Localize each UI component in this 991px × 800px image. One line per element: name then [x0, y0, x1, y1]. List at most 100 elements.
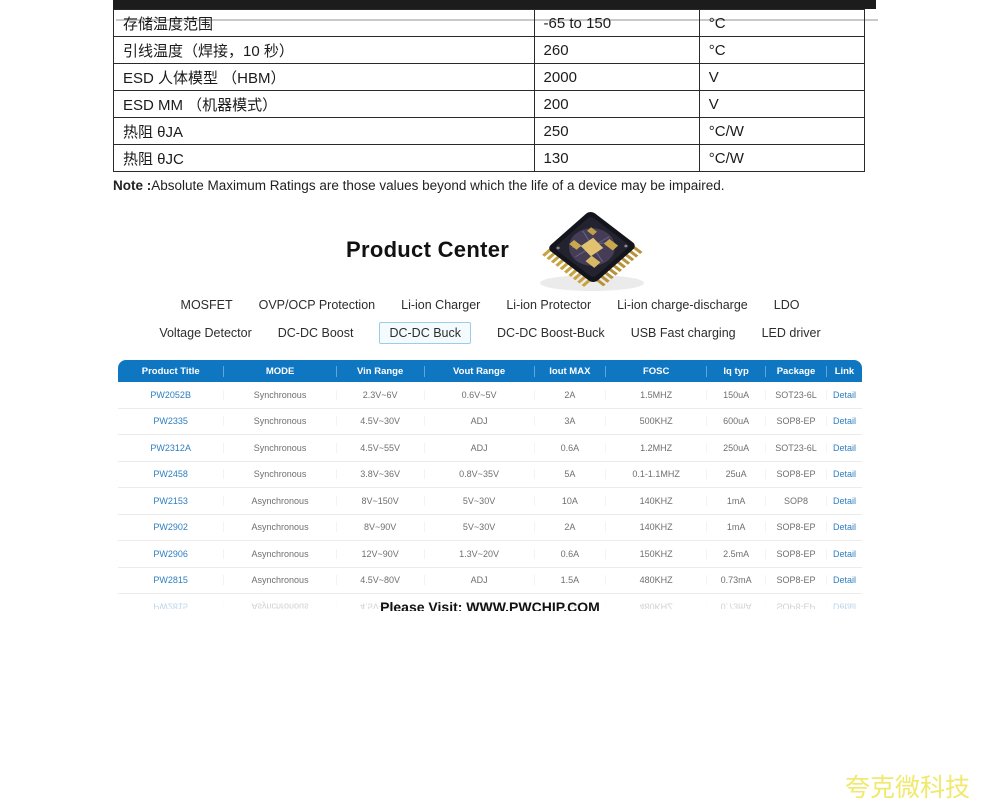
category-dc-dc-boost[interactable]: DC-DC Boost	[277, 326, 354, 340]
spec-cell-parameter: 引线温度（焊接，10 秒）	[113, 36, 535, 64]
category-dc-dc-boost-buck[interactable]: DC-DC Boost-Buck	[497, 326, 605, 340]
cell-iq-typ: 25uA	[707, 469, 766, 480]
cell-package: SOT23-6L	[766, 389, 827, 400]
cell-package: SOP8-EP	[766, 416, 827, 427]
note-line: Note :Absolute Maximum Ratings are those…	[113, 178, 725, 193]
cell-package: SOT23-6L	[766, 442, 827, 453]
cell-mode: Asynchronous	[224, 548, 337, 559]
category-row-2: Voltage Detector DC-DC Boost DC-DC Buck DC-…	[118, 321, 862, 345]
detail-link[interactable]: Detail	[832, 522, 856, 533]
col-mode: MODE	[224, 365, 337, 377]
product-link-pw2815[interactable]: PW2815	[118, 575, 225, 586]
cell-vin-range: 12V~90V	[337, 548, 425, 559]
detail-link[interactable]: Detail	[832, 575, 856, 586]
product-link-pw2906[interactable]: PW2906	[118, 548, 225, 559]
cell-package: SOP8-EP	[766, 522, 827, 533]
cell-iout-max: 0.6A	[535, 548, 607, 559]
detail-link[interactable]: Detail	[832, 469, 856, 480]
category-li-ion-protector[interactable]: Li-ion Protector	[506, 298, 592, 312]
product-row: PW2335 Synchronous 4.5V~30V ADJ 3A 500KHZ 600u…	[118, 408, 862, 435]
product-link-pw2335[interactable]: PW2335	[118, 416, 225, 427]
spec-cell-parameter: ESD 人体模型 （HBM）	[113, 63, 535, 91]
spec-cell-unit: °C/W	[698, 117, 866, 145]
col-vin-range: Vin Range	[337, 365, 425, 377]
category-ldo[interactable]: LDO	[773, 298, 800, 312]
category-voltage-detector[interactable]: Voltage Detector	[159, 326, 252, 340]
product-row: PW2902 Asynchronous 8V~90V 5V~30V 2A 140KHZ 1m…	[118, 514, 862, 541]
product-row: PW2312A Synchronous 4.5V~55V ADJ 0.6A 1.2MHZ 2…	[118, 435, 862, 462]
cell-vout-range: 1.3V~20V	[425, 548, 535, 559]
cell-vin-range: 2.3V~6V	[337, 389, 425, 400]
category-li-ion-charger[interactable]: Li-ion Charger	[401, 298, 481, 312]
spec-table-body: 存储温度范围 -65 to 150 °C 引线温度（焊接，10 秒） 260 °C ESD …	[113, 9, 866, 172]
product-row: PW2815 Asynchronous 4.5V~80V ADJ 1.5A 480KHZ 0…	[118, 567, 862, 594]
category-ovp-ocp-protection[interactable]: OVP/OCP Protection	[258, 298, 376, 312]
cell-mode: Asynchronous	[224, 522, 337, 533]
cell-vin-range: 4.5V~55V	[337, 442, 425, 453]
col-product-title: Product Title	[118, 365, 225, 377]
cell-fosc: 500KHZ	[606, 416, 708, 427]
cell-iq-typ: 0.73mA	[707, 575, 766, 586]
cell-iq-typ: 600uA	[707, 416, 766, 427]
cell-mode: Synchronous	[224, 442, 337, 453]
product-row: PW2052B Synchronous 2.3V~6V 0.6V~5V 2A 1.5MHZ…	[118, 382, 862, 409]
product-link-pw2153[interactable]: PW2153	[118, 495, 225, 506]
watermark-text: 夸克微科技	[845, 774, 971, 800]
cell-fosc: 1.2MHZ	[606, 442, 708, 453]
product-center-title: Product Center	[346, 237, 510, 262]
product-table-body: PW2052B Synchronous 2.3V~6V 0.6V~5V 2A 1.5MHZ…	[118, 382, 862, 594]
product-link-pw2902[interactable]: PW2902	[118, 522, 225, 533]
top-black-bar	[113, 0, 876, 9]
cell-fosc: 140KHZ	[606, 495, 708, 506]
visit-text-clip: Please Visit: WWW.PWCHIP.COM	[118, 599, 862, 612]
spec-row: 热阻 θJC 130 °C/W	[113, 144, 866, 172]
col-iq-typ: Iq typ	[707, 365, 766, 377]
col-vout-range: Vout Range	[425, 365, 535, 377]
cell-iq-typ: 150uA	[707, 389, 766, 400]
spec-row: ESD MM （机器模式） 200 V	[113, 90, 866, 118]
spec-cell-value: 2000	[533, 63, 700, 91]
cell-fosc: 150KHZ	[606, 548, 708, 559]
cell-vout-range: ADJ	[425, 575, 535, 586]
product-link-pw2312a[interactable]: PW2312A	[118, 442, 225, 453]
cell-mode: Synchronous	[224, 469, 337, 480]
detail-link[interactable]: Detail	[832, 548, 856, 559]
spec-cell-parameter: ESD MM （机器模式）	[113, 90, 535, 118]
detail-link[interactable]: Detail	[832, 495, 856, 506]
cell-vin-range: 8V~90V	[337, 522, 425, 533]
spec-cell-unit: V	[698, 63, 866, 91]
category-usb-fast-charging[interactable]: USB Fast charging	[630, 326, 736, 340]
cell-vin-range: 4.5V~30V	[337, 416, 425, 427]
detail-link[interactable]: Detail	[832, 416, 856, 427]
category-led-driver[interactable]: LED driver	[761, 326, 821, 340]
cell-fosc: 480KHZ	[606, 575, 708, 586]
cell-mode: Synchronous	[224, 416, 337, 427]
col-link: Link	[834, 365, 855, 377]
visit-text: Please Visit: WWW.PWCHIP.COM	[380, 599, 600, 612]
spec-row: 引线温度（焊接，10 秒） 260 °C	[113, 36, 866, 64]
detail-link[interactable]: Detail	[832, 389, 856, 400]
category-li-ion-charge-discharge[interactable]: Li-ion charge-discharge	[617, 298, 748, 312]
cell-package: SOP8	[766, 495, 827, 506]
product-row: PW2458 Synchronous 3.8V~36V 0.8V~35V 5A 0.1-1…	[118, 461, 862, 488]
product-link-pw2458[interactable]: PW2458	[118, 469, 225, 480]
cell-mode: Asynchronous	[224, 495, 337, 506]
product-link-pw2052b[interactable]: PW2052B	[118, 389, 225, 400]
spec-row: ESD 人体模型 （HBM） 2000 V	[113, 63, 866, 91]
cell-vout-range: 0.6V~5V	[425, 389, 535, 400]
category-dc-dc-buck[interactable]: DC-DC Buck	[379, 322, 472, 344]
product-table: Product Title MODE Vin Range Vout Range Iout…	[118, 360, 862, 609]
cell-iout-max: 2A	[535, 522, 607, 533]
spec-cell-value: 260	[533, 36, 700, 64]
cell-iq-typ: 1mA	[707, 522, 766, 533]
spec-cell-parameter: 热阻 θJC	[113, 144, 535, 172]
cell-vout-range: 0.8V~35V	[425, 469, 535, 480]
cell-fosc: 1.5MHZ	[606, 389, 708, 400]
category-mosfet[interactable]: MOSFET	[180, 298, 233, 312]
cell-vout-range: 5V~30V	[425, 522, 535, 533]
col-iout-max: Iout MAX	[535, 365, 607, 377]
detail-link[interactable]: Detail	[832, 442, 856, 453]
spec-cell-unit: °C/W	[698, 144, 866, 172]
cell-iq-typ: 1mA	[707, 495, 766, 506]
